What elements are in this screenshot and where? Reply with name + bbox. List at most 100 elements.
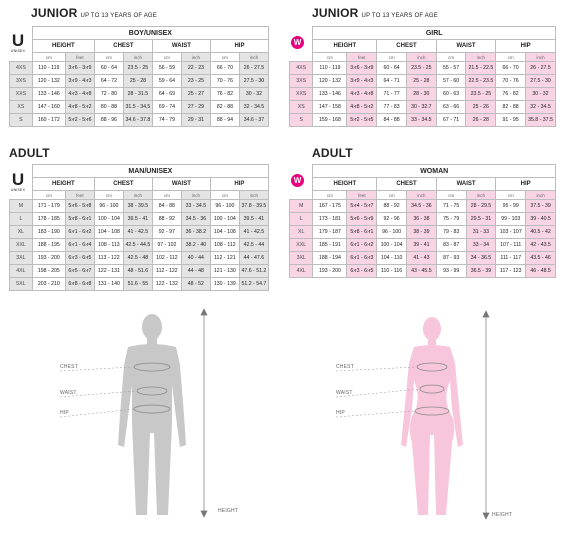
table-cell: 74 - 79 <box>151 113 182 127</box>
table-cell: 100 - 104 <box>209 212 240 226</box>
table-cell: 51.2 - 54.7 <box>238 277 270 291</box>
adult-man-section: ADULT <box>9 146 50 160</box>
table-cell: 41 - 43 <box>406 251 437 265</box>
table-cell: 25 - 28 <box>405 74 437 88</box>
table-cell: 110 - 119 <box>31 61 66 75</box>
column-header: HEIGHT <box>31 39 95 53</box>
size-label: S <box>9 113 33 127</box>
table-cell: 35.8 - 37.5 <box>525 113 556 127</box>
table-cell: 122 - 132 <box>151 277 182 291</box>
size-label: L <box>288 212 314 226</box>
table-cell: 63 - 66 <box>435 100 467 114</box>
table-cell: 87 - 93 <box>435 251 467 265</box>
table-row: 3XL 193 - 200 6›r3 - 6›r5 113 - 122 42.5 - 4… <box>9 251 270 265</box>
table-cell: 72 - 80 <box>93 87 124 101</box>
table-cell: 92 - 97 <box>151 225 182 239</box>
size-table-title: WOMAN <box>312 164 556 178</box>
table-cell: 44 - 48 <box>180 264 211 278</box>
size-label: 4XS <box>9 61 33 75</box>
table-cell: 30 - 32 <box>525 87 556 101</box>
table-cell: 23.5 - 25 <box>465 87 497 101</box>
table-row: S 160 - 172 5›r2 - 5›r6 88 - 96 34.6 - 37.8 7… <box>9 113 270 127</box>
table-cell: 60 - 64 <box>93 61 124 75</box>
column-header: HIP <box>495 39 556 53</box>
column-header: HEIGHT <box>312 177 378 191</box>
table-cell: 6›r1 - 6›r3 <box>346 251 378 265</box>
table-cell: 102 - 112 <box>151 251 182 265</box>
unit-label: inch <box>180 190 211 200</box>
adult-man-size-table: MAN/UNISEX HEIGHT CHEST WAIST HIP cm feet cm inc… <box>9 164 270 291</box>
table-cell: 100 - 104 <box>376 238 408 252</box>
table-cell: 47.6 - 51.2 <box>238 264 270 278</box>
table-cell: 22 - 23 <box>180 61 211 75</box>
table-cell: 112 - 122 <box>151 264 182 278</box>
table-cell: 71 - 77 <box>376 87 407 101</box>
table-row: L 173 - 181 5›r6 - 5›r9 92 - 96 36 - 38 75 - … <box>288 212 556 226</box>
table-cell: 6›r1 - 6›r4 <box>64 238 95 252</box>
table-cell: 160 - 172 <box>31 113 66 127</box>
table-cell: 92 - 96 <box>376 212 408 226</box>
table-cell: 28 - 31.5 <box>122 87 153 101</box>
table-cell: 173 - 181 <box>312 212 348 226</box>
table-cell: 130 - 139 <box>209 277 240 291</box>
table-cell: 27.5 - 30 <box>238 74 270 88</box>
table-cell: 23 - 25 <box>180 74 211 88</box>
table-cell: 38 - 39 <box>406 225 437 239</box>
table-cell: 33 - 34.5 <box>405 113 437 127</box>
table-row: XXS 133 - 146 4›r3 - 4›r8 72 - 80 28 - 31.5 6… <box>9 87 270 101</box>
table-cell: 4›r3 - 4›r8 <box>64 87 95 101</box>
table-cell: 183 - 190 <box>31 225 66 239</box>
table-cell: 64 - 72 <box>93 74 124 88</box>
table-cell: 29 - 31 <box>180 113 211 127</box>
table-row: M 171 - 179 5›r6 - 5›r8 96 - 100 38 - 39.5 84… <box>9 199 270 213</box>
unit-label: cm <box>312 52 348 62</box>
unit-label: cm <box>209 52 240 62</box>
column-header: CHEST <box>376 39 437 53</box>
table-cell: 23.5 - 25 <box>122 61 153 75</box>
column-header: CHEST <box>93 39 153 53</box>
table-cell: 33 - 34 <box>465 238 497 252</box>
male-chest-label: CHEST <box>60 364 78 370</box>
table-cell: 76 - 82 <box>209 87 240 101</box>
table-cell: 67 - 71 <box>435 113 467 127</box>
unit-label: cm <box>209 190 240 200</box>
table-cell: 147 - 158 <box>312 100 348 114</box>
table-cell: 131 - 140 <box>93 277 124 291</box>
table-cell: 108 - 112 <box>209 238 240 252</box>
table-cell: 31.5 - 34.5 <box>122 100 153 114</box>
table-cell: 26 - 28 <box>465 113 497 127</box>
table-row: 4XL 193 - 200 6›r3 - 6›r5 110 - 116 43 - 45.… <box>288 264 556 278</box>
table-cell: 188 - 194 <box>312 251 348 265</box>
table-cell: 193 - 200 <box>312 264 348 278</box>
table-cell: 28 - 30 <box>405 87 437 101</box>
table-cell: 42.5 - 48 <box>122 251 153 265</box>
table-cell: 41 - 42.5 <box>238 225 270 239</box>
table-cell: 29.5 - 31 <box>465 212 497 226</box>
table-row: XXS 133 - 146 4›r3 - 4›r8 71 - 77 28 - 30 60 … <box>288 87 556 101</box>
column-header: CHEST <box>376 177 437 191</box>
table-row: XXL 185 - 191 6›r1 - 6›r2 100 - 104 39 - 41 8… <box>288 238 556 252</box>
table-cell: 64 - 71 <box>376 74 407 88</box>
male-body-figure <box>118 314 186 515</box>
table-cell: 56 - 59 <box>151 61 182 75</box>
size-label: 5XL <box>9 277 33 291</box>
table-cell: 5›r8 - 6›r1 <box>64 212 95 226</box>
table-row: XS 147 - 158 4›r8 - 5›r2 77 - 83 30 - 32.7 63… <box>288 100 556 114</box>
table-cell: 104 - 110 <box>376 251 408 265</box>
unit-label: cm <box>93 190 124 200</box>
table-cell: 27 - 29 <box>180 100 211 114</box>
table-cell: 22.5 - 23.5 <box>465 74 497 88</box>
column-header: HIP <box>209 39 270 53</box>
table-cell: 44 - 47.6 <box>238 251 270 265</box>
table-cell: 188 - 195 <box>31 238 66 252</box>
table-cell: 42.5 - 44 <box>238 238 270 252</box>
table-cell: 178 - 185 <box>31 212 66 226</box>
size-label: S <box>288 113 314 127</box>
column-header: WAIST <box>151 177 211 191</box>
table-cell: 32 - 34.5 <box>525 100 556 114</box>
unit-label: cm <box>151 190 182 200</box>
table-cell: 69 - 74 <box>151 100 182 114</box>
table-cell: 57 - 60 <box>435 74 467 88</box>
unit-label: inch <box>525 190 556 200</box>
junior-boy-size-table: BOY/UNISEX HEIGHT CHEST WAIST HIP cm feet cm inc… <box>9 26 270 127</box>
